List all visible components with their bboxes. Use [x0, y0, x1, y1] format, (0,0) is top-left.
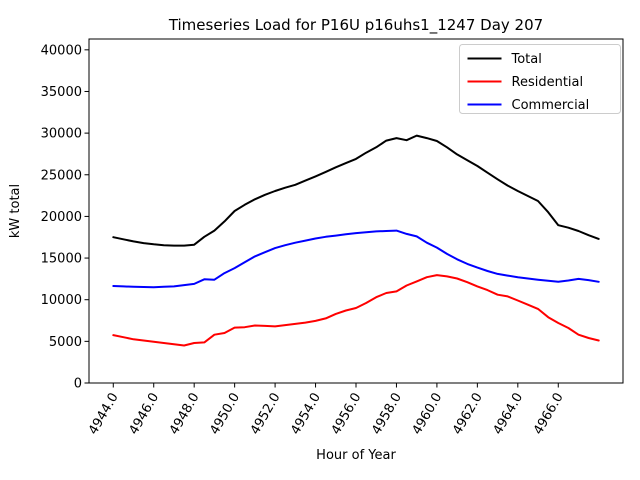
series-lines	[112, 134, 600, 347]
y-tick-label: 40000	[41, 43, 82, 58]
x-tick-label: 4956.0	[329, 391, 365, 438]
x-tick-label: 4964.0	[491, 391, 527, 438]
y-tick-label: 0	[74, 377, 82, 392]
x-tick-label: 4950.0	[207, 391, 243, 438]
x-tick-label: 4954.0	[288, 391, 324, 438]
x-tick-label: 4962.0	[450, 391, 486, 438]
y-tick-label: 35000	[41, 85, 82, 100]
y-tick-label: 20000	[41, 210, 82, 225]
y-axis-label: kW total	[8, 184, 23, 238]
x-tick-label: 4946.0	[126, 391, 162, 438]
legend-label: Residential	[512, 75, 584, 90]
x-axis-label: Hour of Year	[316, 448, 396, 463]
x-tick-label: 4960.0	[410, 391, 446, 438]
y-axis-ticks: 0 5000 10000 15000 20000 25000 30000 35000 40000	[41, 43, 89, 392]
chart-title: Timeseries Load for P16U p16uhs1_1247 Da…	[168, 16, 543, 35]
y-tick-label: 5000	[49, 335, 82, 350]
x-tick-label: 4948.0	[167, 391, 203, 438]
series-line-commercial	[112, 229, 600, 289]
legend-box	[459, 44, 621, 114]
y-tick-label: 15000	[41, 252, 82, 267]
y-tick-label: 25000	[41, 168, 82, 183]
legend-label: Commercial	[512, 98, 590, 113]
x-tick-label: 4952.0	[248, 391, 284, 438]
y-tick-label: 30000	[41, 127, 82, 142]
series-line-total	[112, 134, 600, 247]
legend: Total Residential Commercial	[459, 44, 621, 114]
x-tick-label: 4966.0	[531, 391, 567, 438]
y-tick-label: 10000	[41, 293, 82, 308]
legend-label: Total	[511, 52, 542, 67]
x-tick-label: 4944.0	[86, 391, 122, 438]
x-tick-label: 4958.0	[369, 391, 405, 438]
series-line-residential	[112, 274, 600, 347]
x-axis-ticks: 4944.0 4946.0 4948.0 4950.0 4952.0 4954.0 4956…	[86, 383, 567, 437]
